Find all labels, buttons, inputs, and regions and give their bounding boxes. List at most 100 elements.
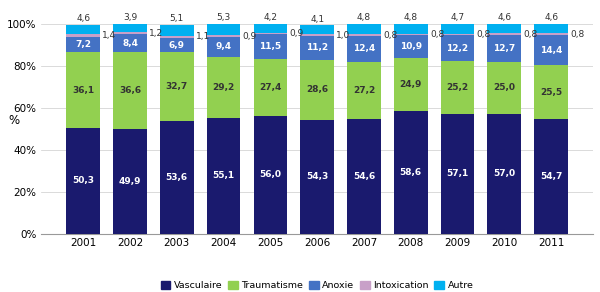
Bar: [534, 65, 568, 119]
Text: 57,1: 57,1: [446, 169, 469, 178]
Text: 8,4: 8,4: [122, 39, 138, 48]
Bar: [301, 34, 334, 36]
Bar: [441, 24, 475, 34]
Bar: [487, 24, 521, 33]
Bar: [254, 59, 287, 116]
Text: 4,6: 4,6: [497, 13, 511, 22]
Bar: [207, 37, 241, 57]
Text: 0,8: 0,8: [430, 30, 444, 39]
Legend: Vasculaire, Traumatisme, Anoxie, Intoxication, Autre: Vasculaire, Traumatisme, Anoxie, Intoxic…: [159, 279, 475, 292]
Text: 56,0: 56,0: [259, 170, 281, 179]
Bar: [160, 121, 194, 234]
Text: 32,7: 32,7: [166, 82, 188, 91]
Text: 58,6: 58,6: [400, 168, 422, 177]
Text: 5,1: 5,1: [170, 14, 184, 23]
Text: 4,1: 4,1: [310, 15, 324, 24]
Bar: [301, 25, 334, 34]
Bar: [441, 35, 475, 61]
Bar: [301, 60, 334, 120]
Text: 6,9: 6,9: [169, 41, 185, 50]
Text: 1,2: 1,2: [149, 29, 163, 38]
Bar: [394, 58, 428, 111]
Text: 3,9: 3,9: [123, 13, 137, 22]
Bar: [254, 32, 287, 34]
Text: 55,1: 55,1: [212, 171, 235, 180]
Text: 4,6: 4,6: [76, 14, 90, 23]
Text: 1,1: 1,1: [196, 32, 210, 41]
Text: 0,9: 0,9: [243, 32, 257, 41]
Bar: [394, 111, 428, 234]
Bar: [113, 34, 147, 52]
Bar: [347, 62, 381, 119]
Bar: [301, 120, 334, 234]
Text: 0,8: 0,8: [477, 30, 491, 39]
Text: 25,0: 25,0: [493, 83, 515, 92]
Text: 14,4: 14,4: [540, 46, 562, 55]
Bar: [441, 114, 475, 234]
Bar: [254, 116, 287, 234]
Bar: [487, 35, 521, 62]
Bar: [347, 24, 381, 34]
Bar: [441, 61, 475, 114]
Text: 36,1: 36,1: [72, 86, 94, 95]
Text: 25,2: 25,2: [446, 83, 469, 92]
Text: 24,9: 24,9: [400, 80, 422, 89]
Text: 4,6: 4,6: [544, 13, 558, 22]
Text: 0,9: 0,9: [290, 29, 304, 38]
Bar: [67, 25, 100, 34]
Bar: [113, 24, 147, 32]
Bar: [301, 36, 334, 60]
Bar: [254, 34, 287, 59]
Bar: [207, 118, 241, 234]
Text: 4,8: 4,8: [357, 13, 371, 22]
Bar: [67, 34, 100, 37]
Bar: [207, 24, 241, 35]
Text: 25,5: 25,5: [540, 88, 562, 97]
Text: 12,4: 12,4: [353, 44, 375, 53]
Text: 0,8: 0,8: [383, 31, 397, 40]
Text: 49,9: 49,9: [119, 177, 141, 186]
Bar: [207, 57, 241, 118]
Bar: [394, 24, 428, 34]
Bar: [394, 36, 428, 58]
Text: 54,7: 54,7: [540, 172, 562, 181]
Bar: [113, 32, 147, 34]
Text: 4,7: 4,7: [451, 13, 464, 22]
Bar: [67, 52, 100, 128]
Text: 29,2: 29,2: [212, 83, 235, 92]
Text: 4,8: 4,8: [404, 13, 418, 22]
Bar: [160, 38, 194, 53]
Bar: [160, 25, 194, 36]
Bar: [160, 36, 194, 38]
Bar: [67, 128, 100, 234]
Bar: [254, 24, 287, 32]
Text: 57,0: 57,0: [493, 169, 515, 178]
Bar: [113, 129, 147, 234]
Bar: [534, 35, 568, 65]
Bar: [487, 114, 521, 234]
Text: 1,0: 1,0: [337, 31, 350, 40]
Y-axis label: %: %: [8, 114, 19, 127]
Text: 12,2: 12,2: [446, 44, 469, 53]
Bar: [534, 119, 568, 234]
Text: 53,6: 53,6: [166, 173, 188, 182]
Bar: [160, 53, 194, 121]
Text: 10,9: 10,9: [400, 42, 422, 51]
Bar: [534, 24, 568, 33]
Text: 1,4: 1,4: [103, 31, 116, 40]
Bar: [67, 37, 100, 52]
Text: 54,6: 54,6: [353, 172, 375, 181]
Text: 4,2: 4,2: [263, 13, 277, 22]
Text: 27,2: 27,2: [353, 86, 375, 95]
Text: 12,7: 12,7: [493, 44, 515, 53]
Text: 50,3: 50,3: [72, 176, 94, 185]
Text: 27,4: 27,4: [259, 83, 281, 92]
Bar: [487, 62, 521, 114]
Bar: [394, 34, 428, 36]
Bar: [487, 33, 521, 35]
Text: 54,3: 54,3: [306, 172, 328, 181]
Bar: [347, 36, 381, 62]
Bar: [113, 52, 147, 129]
Text: 11,2: 11,2: [306, 44, 328, 52]
Text: 11,5: 11,5: [259, 42, 281, 51]
